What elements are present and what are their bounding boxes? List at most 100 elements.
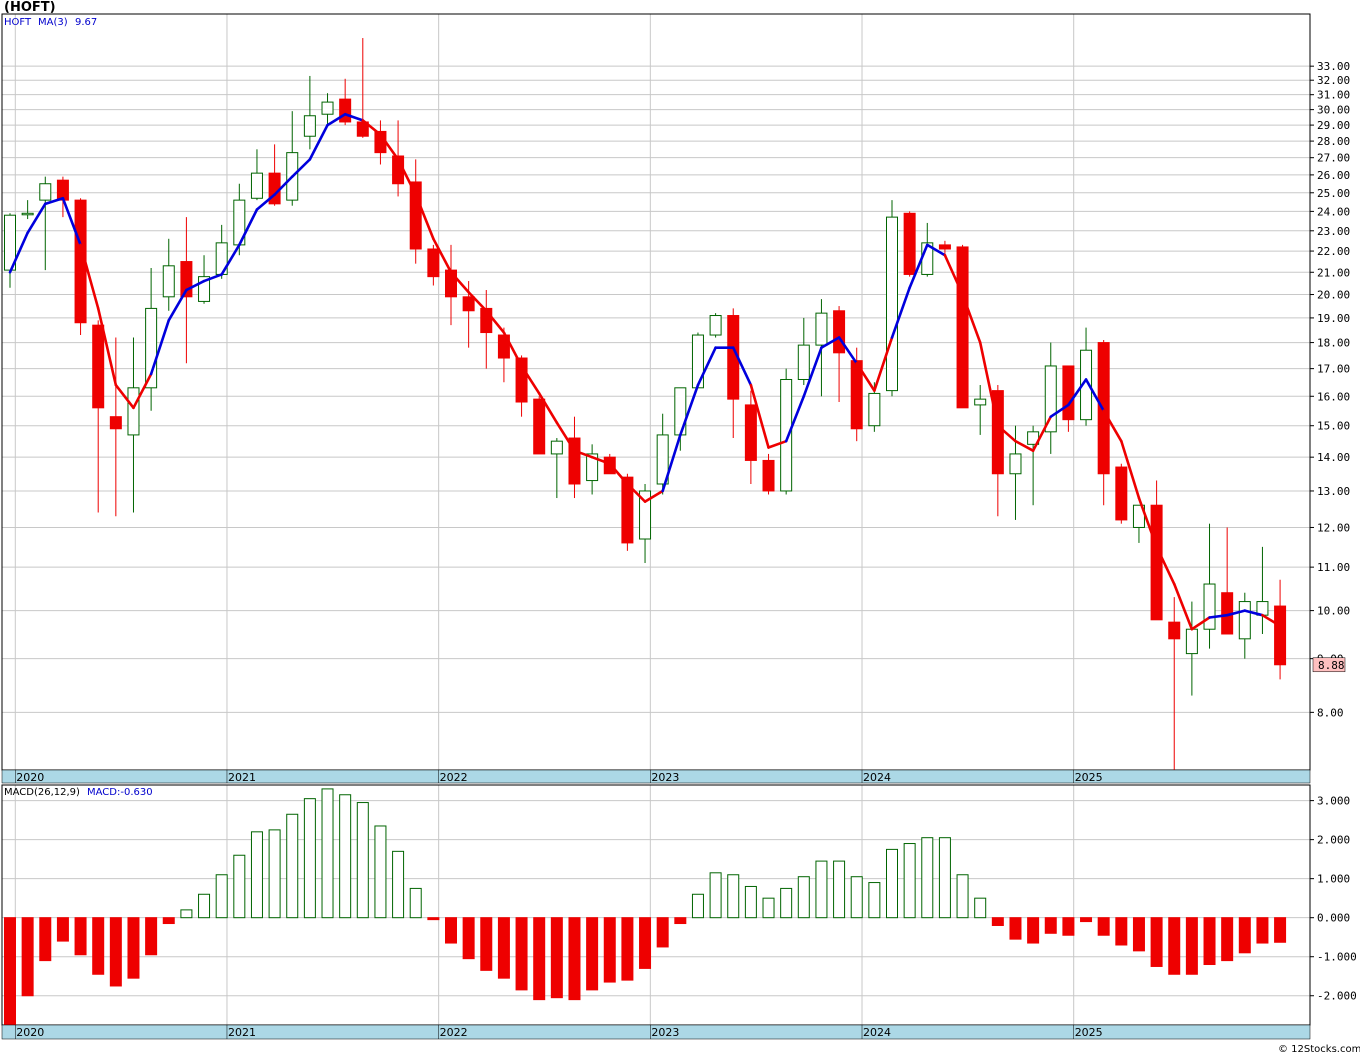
candle-body <box>815 312 828 346</box>
macd-bar <box>727 874 740 919</box>
macd-bar <box>797 876 810 919</box>
candle <box>656 413 669 495</box>
price-tick-label: 21.00 <box>1317 266 1350 279</box>
ma3-segment <box>273 175 294 196</box>
ma3-segment <box>8 231 29 274</box>
ma3-segment <box>379 133 400 161</box>
candle-body <box>886 216 898 392</box>
candle-body <box>180 261 193 298</box>
candle-body <box>744 404 757 461</box>
candle <box>1044 342 1057 454</box>
candle-body <box>797 344 810 380</box>
legend-ma-value: 9.67 <box>75 17 97 28</box>
candle-body <box>1150 504 1163 621</box>
ma3-segment <box>79 243 100 310</box>
macd-bar <box>180 909 193 919</box>
price-tick-label: 29.00 <box>1317 119 1350 132</box>
candle-body <box>21 212 34 216</box>
macd-bar <box>1221 917 1234 962</box>
macd-bar <box>392 850 405 919</box>
price-tick-label: 28.00 <box>1317 135 1350 148</box>
ma3-segment <box>1172 582 1194 631</box>
price-tick-label: 14.00 <box>1317 451 1350 464</box>
price-tick-label: 23.00 <box>1317 225 1350 238</box>
ma3-segment <box>643 489 664 503</box>
macd-x-axis-years: 2019202020212022202320242025 <box>15 1025 1103 1039</box>
macd-bar <box>215 874 228 919</box>
candle <box>586 444 599 495</box>
macd-bar <box>974 897 987 919</box>
price-gridlines <box>2 14 1310 770</box>
macd-bar <box>198 893 211 919</box>
candle <box>533 396 546 455</box>
price-tick-label: 13.00 <box>1317 485 1350 498</box>
macd-year-label: 2023 <box>651 1026 679 1039</box>
year-label: 2024 <box>863 771 891 784</box>
macd-bar <box>515 917 528 991</box>
macd-year-label: 2025 <box>1075 1026 1103 1039</box>
macd-bar <box>339 794 352 919</box>
ma3-segment <box>1014 439 1035 453</box>
candle-body <box>780 378 793 492</box>
macd-year-label: 2024 <box>863 1026 891 1039</box>
candle <box>1062 365 1075 432</box>
candle <box>1274 579 1287 680</box>
macd-bar <box>921 837 934 919</box>
ma3-segment <box>1190 616 1211 631</box>
candle <box>250 149 263 201</box>
ma3-segment <box>1102 409 1123 443</box>
macd-bar <box>1150 917 1163 967</box>
ma3-segment <box>502 331 523 368</box>
ma3-segment <box>1120 439 1141 500</box>
macd-bar <box>480 917 493 971</box>
ma3-segment <box>361 119 382 136</box>
candle-body <box>1168 621 1181 640</box>
candle-body <box>250 172 263 199</box>
ma3-segment <box>467 290 488 313</box>
watermark: © 12Stocks.com <box>1278 1044 1360 1055</box>
ma3-segment <box>784 394 806 443</box>
macd-bar <box>1238 917 1251 954</box>
ma3-segment <box>167 288 188 322</box>
macd-bar <box>1168 917 1181 975</box>
candle <box>109 337 122 517</box>
ma3-segment <box>802 346 823 398</box>
price-x-axis-years: 2019202020212022202320242025 <box>15 770 1103 784</box>
price-tick-label: 10.00 <box>1317 605 1350 618</box>
macd-bar <box>815 860 828 919</box>
ma3-segment <box>185 279 206 292</box>
ma3-segment <box>308 123 329 161</box>
ma3-segment <box>1208 613 1229 619</box>
macd-bar <box>250 831 263 919</box>
price-x-axis-band <box>1 769 1311 784</box>
candle <box>303 75 316 150</box>
ma3-segment <box>326 112 347 127</box>
candle-body <box>1185 628 1198 655</box>
candle <box>780 368 793 495</box>
candle <box>127 337 140 513</box>
macd-bar <box>374 825 387 919</box>
price-tick-label: 15.00 <box>1317 420 1350 433</box>
candle <box>568 416 581 499</box>
candle-body <box>1274 605 1287 666</box>
candle <box>321 93 334 127</box>
candle-body <box>868 392 881 427</box>
candle-body <box>462 296 475 312</box>
macd-bar <box>744 885 757 919</box>
candle <box>797 317 810 386</box>
macd-bar <box>145 917 158 956</box>
ma3-segment <box>484 309 506 334</box>
macd-bar <box>92 917 105 975</box>
ma3-segment <box>537 392 559 424</box>
macd-bar <box>356 802 369 919</box>
macd-bar <box>550 917 563 999</box>
candle-body <box>198 276 211 302</box>
ma3-segment <box>220 243 241 276</box>
macd-bar <box>268 829 281 919</box>
ma3-segment <box>626 482 647 503</box>
macd-legend-value: MACD:-0.630 <box>87 787 153 798</box>
ma3-segment <box>26 202 47 235</box>
ma3-segment <box>396 158 418 196</box>
macd-bar <box>1062 917 1075 936</box>
candle-body <box>639 490 652 540</box>
